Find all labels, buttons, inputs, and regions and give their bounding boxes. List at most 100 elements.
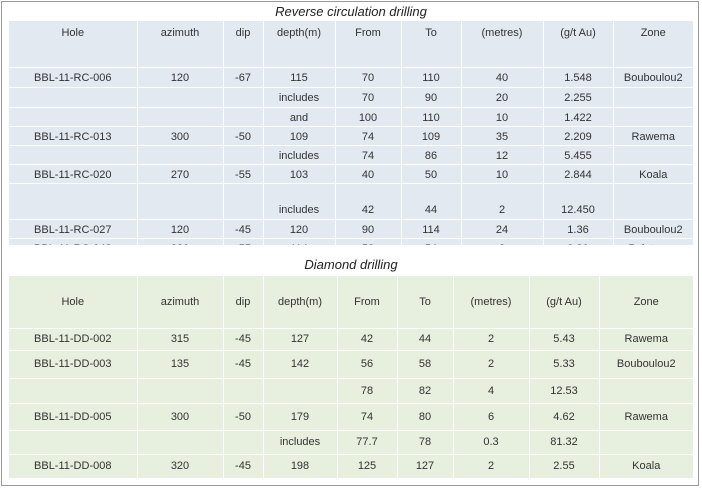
rc-header-cell: Zone [613, 21, 693, 68]
dd-table-cell: 56 [337, 350, 398, 379]
rc-table-row: includes 74 86 12 5.455 [9, 145, 693, 165]
rc-table-title: Reverse circulation drilling [275, 4, 427, 19]
dd-table-cell: 315 [137, 328, 224, 351]
dd-table-cell: 2 [453, 454, 530, 478]
dd-table-cell: -45 [223, 328, 264, 351]
rc-table-cell [223, 107, 264, 127]
dd-table-cell: 198 [263, 454, 338, 478]
rc-table-row: BBL-11-RC-042320-55114525423.80Pelgtanga [9, 238, 693, 245]
dd-table-cell: -50 [223, 403, 264, 431]
dd-table-row: BBL-11-DD-002 315 -45 127 42 44 2 5.43 Rawema [9, 328, 693, 351]
dd-table-cell: 135 [137, 350, 224, 379]
rc-table-cell: 120 [137, 219, 224, 239]
rc-table-cell: -50 [223, 126, 264, 146]
rc-header-cell: dip [223, 21, 264, 68]
rc-table-cell: 110 [401, 67, 462, 88]
rc-table-cell: 114 [401, 219, 462, 239]
rc-header-cell: (g/t Au) [543, 21, 614, 68]
dd-table-cell [223, 378, 264, 404]
rc-table-cell [223, 87, 264, 108]
dd-table-cell: 179 [263, 403, 338, 431]
rc-table-cell: includes [263, 87, 336, 108]
dd-table-cell: -45 [223, 350, 264, 379]
dd-table-cell [263, 378, 338, 404]
dd-table-cell [137, 430, 224, 455]
dd-table-title: Diamond drilling [304, 257, 398, 272]
rc-table-cell: BBL-11-RC-042 [9, 238, 138, 245]
dd-table-row: includes 77.7 78 0.3 81.32 [9, 430, 693, 455]
rc-table-cell: 2 [461, 238, 544, 245]
dd-table-cell: 44 [397, 328, 454, 351]
rc-table-cell [9, 145, 138, 165]
rc-table-cell: 1.36 [543, 219, 614, 239]
dd-table-row: BBL-11-DD-003 135 -45 142 56 58 2 5.33 Bouboulou… [9, 350, 693, 379]
dd-table-cell: Bouboulou2 [599, 350, 693, 379]
rc-table-cell: 120 [263, 219, 336, 239]
dd-table-cell: 12.53 [529, 378, 600, 404]
rc-table-row: includes 42 44 2 12.450 [9, 183, 693, 220]
rc-table-cell: BBL-11-RC-027 [9, 219, 138, 239]
rc-table-cell: 10 [461, 107, 544, 127]
rc-table-panel: Hole azimuth dip depth(m) From To (metres) (g/t… [9, 21, 693, 245]
rc-table-cell: 40 [335, 164, 402, 184]
rc-table-row: BBL-11-RC-020 270 -55 103 40 50 10 2.844 Koala [9, 164, 693, 184]
rc-table-cell: 50 [401, 164, 462, 184]
rc-table-row: BBL-11-RC-027 120 -45 120 90 114 24 1.36 Bouboul… [9, 219, 693, 239]
rc-table-cell: 300 [137, 126, 224, 146]
rc-table-cell: 24 [461, 219, 544, 239]
rc-table-cell: 2.209 [543, 126, 614, 146]
rc-table-cell: 42 [335, 183, 402, 220]
dd-table-cell: 6 [453, 403, 530, 431]
dd-table-cell: 4 [453, 378, 530, 404]
rc-table-cell: 44 [401, 183, 462, 220]
dd-table-cell: 142 [263, 350, 338, 379]
dd-table-row: BBL-11-DD-008 320 -45 198 125 127 2 2.55 Koala [9, 454, 693, 478]
dd-table-cell: 5.43 [529, 328, 600, 351]
dd-header-cell: (g/t Au) [529, 276, 600, 329]
rc-table-cell: 2 [461, 183, 544, 220]
dd-table-cell: 320 [137, 454, 224, 478]
rc-table-cell: -45 [223, 219, 264, 239]
rc-table-cell: 20 [461, 87, 544, 108]
dd-table-cell: 74 [337, 403, 398, 431]
rc-table-cell [9, 183, 138, 220]
rc-table-cell: 35 [461, 126, 544, 146]
dd-table-row: 78 82 4 12.53 [9, 378, 693, 404]
rc-table-cell: 2.255 [543, 87, 614, 108]
dd-table-cell: 300 [137, 403, 224, 431]
dd-table-cell: 80 [397, 403, 454, 431]
rc-table-cell: -55 [223, 238, 264, 245]
rc-header-cell: (metres) [461, 21, 544, 68]
rc-table-cell: 40 [461, 67, 544, 88]
rc-table: Hole azimuth dip depth(m) From To (metres) (g/t… [9, 21, 693, 245]
rc-table-row: BBL-11-RC-013 300 -50 109 74 109 35 2.209 Rawema [9, 126, 693, 146]
rc-table-cell: Bouboulou2 [613, 219, 693, 239]
dd-header-cell: From [337, 276, 398, 329]
dd-table-cell: 82 [397, 378, 454, 404]
rc-table-cell: 110 [401, 107, 462, 127]
dd-header-cell: azimuth [137, 276, 224, 329]
rc-table-cell [613, 183, 693, 220]
dd-table-panel: Hole azimuth dip depth(m) From To (metres) (g/t… [9, 276, 693, 478]
rc-table-cell: includes [263, 145, 336, 165]
dd-table-cell: Koala [599, 454, 693, 478]
rc-table-cell: -67 [223, 67, 264, 88]
rc-table-cell: 90 [401, 87, 462, 108]
rc-table-cell: includes [263, 183, 336, 220]
rc-table-cell: 70 [335, 87, 402, 108]
dd-table-cell: 2.55 [529, 454, 600, 478]
dd-table-cell: includes [263, 430, 338, 455]
dd-header-cell: Zone [599, 276, 693, 329]
rc-table-cell: 103 [263, 164, 336, 184]
rc-table-cell: 90 [335, 219, 402, 239]
dd-table-cell: BBL-11-DD-005 [9, 403, 138, 431]
rc-table-cell: 100 [335, 107, 402, 127]
rc-header-cell: depth(m) [263, 21, 336, 68]
dd-table-cell: 4.62 [529, 403, 600, 431]
dd-table-cell: 58 [397, 350, 454, 379]
rc-table-cell [9, 107, 138, 127]
dd-table-cell [599, 430, 693, 455]
rc-header-cell: Hole [9, 21, 138, 68]
rc-table-cell: 320 [137, 238, 224, 245]
